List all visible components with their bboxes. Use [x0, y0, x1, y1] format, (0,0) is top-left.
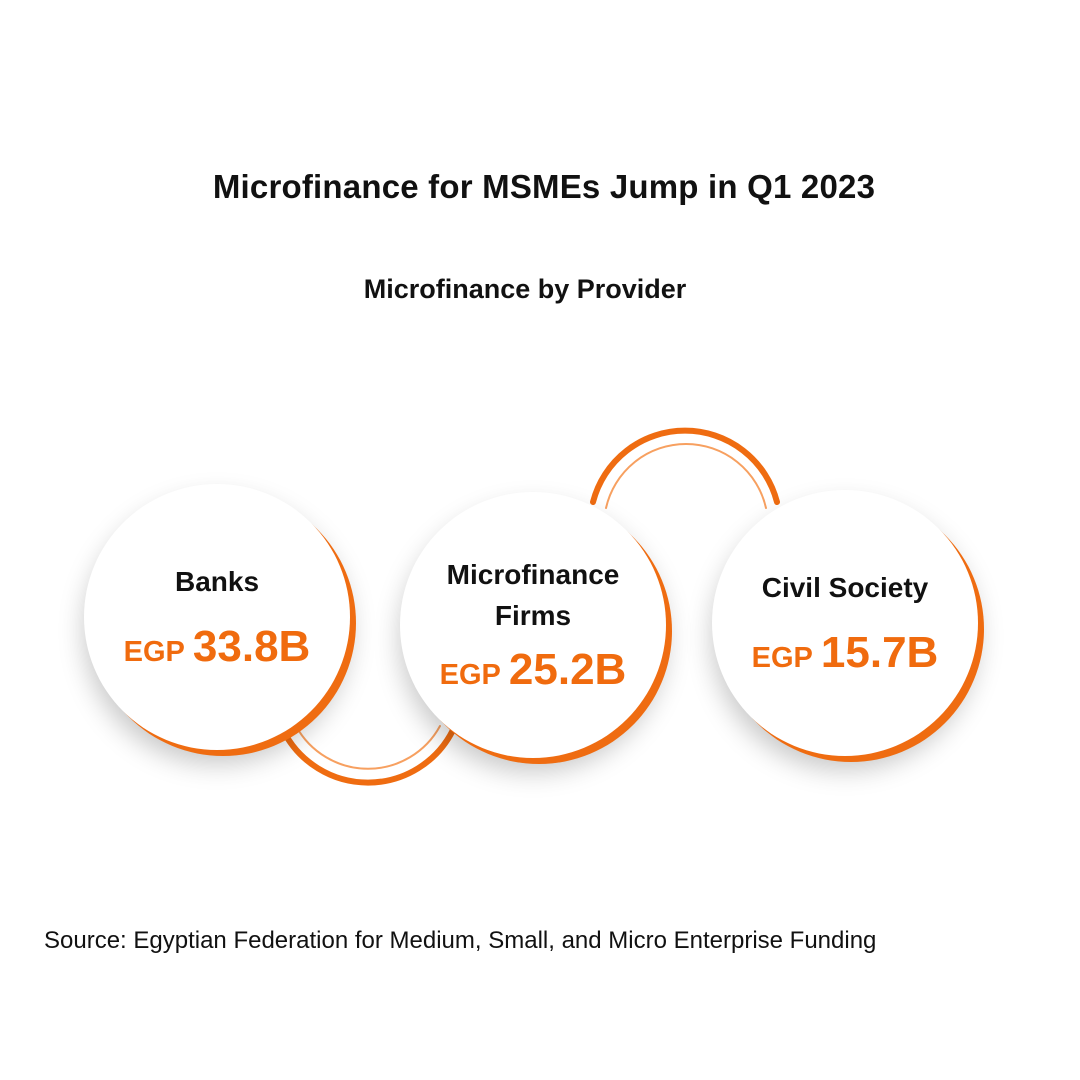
- bubble-label-civil-society: Civil Society: [761, 571, 929, 603]
- value-number: 33.8B: [192, 622, 311, 672]
- connector-arc-top-inner: [605, 443, 767, 509]
- bubble-label-microfinance-firms: Microfinance Firms: [446, 559, 620, 631]
- currency-label: EGP: [751, 642, 813, 675]
- bubble-banks: Banks EGP 33.8B: [84, 484, 350, 750]
- bubble-value-civil-society: EGP 15.7B: [752, 628, 939, 678]
- bubble-value-microfinance-firms: EGP 25.2B: [440, 645, 627, 695]
- value-number: 15.7B: [820, 628, 939, 678]
- currency-label: EGP: [123, 636, 185, 669]
- source-note: Source: Egyptian Federation for Medium, …: [44, 927, 877, 954]
- chart-subtitle: Microfinance by Provider: [363, 274, 687, 304]
- bubble-microfinance-firms: Microfinance Firms EGP 25.2B: [400, 492, 666, 758]
- bubble-civil-society: Civil Society EGP 15.7B: [712, 490, 978, 756]
- connector-arc-top: [590, 427, 780, 505]
- value-number: 25.2B: [508, 644, 627, 694]
- chart-title: Microfinance for MSMEs Jump in Q1 2023: [212, 168, 876, 205]
- currency-label: EGP: [439, 658, 501, 691]
- bubble-label-banks: Banks: [174, 565, 260, 597]
- bubble-value-banks: EGP 33.8B: [124, 622, 311, 672]
- connector-arc-bottom: [280, 727, 456, 786]
- connector-arc-bottom-inner: [295, 725, 441, 770]
